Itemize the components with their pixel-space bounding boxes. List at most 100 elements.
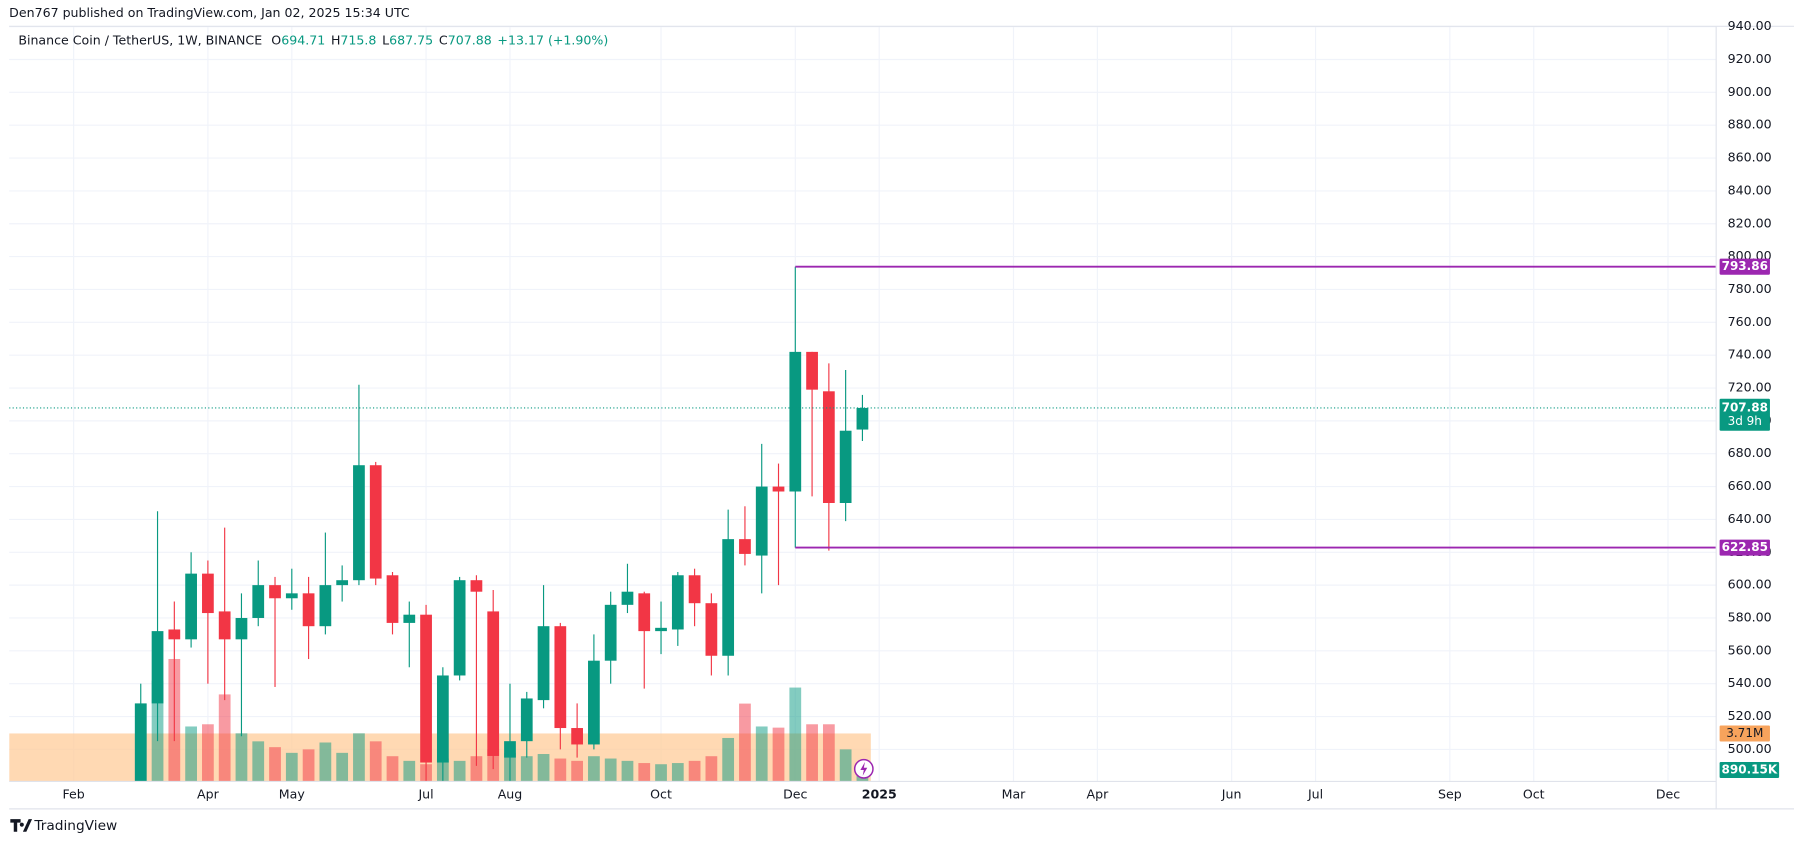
candle-body	[856, 407, 869, 430]
countdown-label: 3d 9h	[1728, 414, 1762, 428]
y-tick-label: 820.00	[1728, 215, 1772, 230]
x-tick-label: Oct	[650, 787, 672, 802]
candle-body	[420, 614, 432, 763]
candle-body	[319, 585, 332, 627]
volume-bar	[302, 749, 315, 782]
candle-body	[369, 465, 382, 579]
y-tick-label: 540.00	[1728, 675, 1772, 690]
candle-body	[151, 631, 164, 704]
volume-bar	[185, 726, 197, 782]
volume-bar	[588, 756, 600, 782]
candle-body	[520, 698, 533, 742]
candle-body	[168, 629, 181, 640]
x-tick-label: Jun	[1221, 787, 1242, 802]
volume-bar	[772, 727, 785, 782]
volume-bar	[621, 760, 634, 782]
candle-body	[453, 580, 466, 676]
y-tick-label: 740.00	[1728, 347, 1772, 362]
volume-bar	[520, 756, 533, 782]
candle-body	[504, 741, 516, 758]
candle-body	[202, 573, 214, 614]
y-tick-label: 860.00	[1728, 150, 1772, 165]
candle-body	[386, 575, 399, 623]
candle-body	[671, 575, 684, 630]
ohlc-value: 687.75	[389, 33, 433, 48]
volume-bar	[386, 756, 399, 782]
candle-body	[822, 391, 835, 503]
volume-bar	[537, 754, 550, 782]
x-tick-label: Dec	[783, 787, 807, 802]
plot-area	[9, 265, 1717, 782]
volume-bar	[403, 760, 416, 782]
candle-body	[302, 593, 315, 627]
volume-bar	[822, 724, 835, 782]
x-tick-label: Dec	[1656, 787, 1680, 802]
x-tick-label: Aug	[498, 787, 523, 802]
alert-icon-bolt[interactable]	[860, 761, 868, 776]
volume-label-box	[1719, 761, 1780, 778]
alert-icon[interactable]	[853, 758, 874, 779]
candle-body	[336, 580, 349, 586]
candle-body	[403, 614, 416, 623]
x-tick-label: Feb	[62, 787, 84, 802]
volume-bar	[755, 726, 768, 782]
level-label-box	[1719, 258, 1770, 275]
y-tick-label: 520.00	[1728, 708, 1772, 723]
volume-bar	[688, 760, 701, 782]
volume-bar	[269, 747, 281, 782]
volume-bar	[369, 741, 382, 782]
level-label: 622.85	[1722, 540, 1768, 554]
ohlc-key: L	[382, 33, 389, 48]
volume-bar	[218, 694, 231, 782]
volume-bar	[353, 733, 365, 782]
candle-body	[218, 611, 231, 640]
axes: 500.00520.00540.00560.00580.00600.00620.…	[62, 18, 1780, 802]
ohlc-value: 694.71	[281, 33, 325, 48]
volume-bar	[806, 724, 818, 782]
candle-body	[839, 430, 852, 503]
candle-body	[269, 585, 281, 599]
y-tick-label: 500.00	[1728, 741, 1772, 756]
symbol: Binance Coin / TetherUS, 1W, BINANCE	[18, 33, 262, 48]
y-tick-label: 720.00	[1728, 380, 1772, 395]
candle-body	[604, 604, 617, 661]
candle-body	[554, 626, 567, 729]
brand: TradingView	[10, 818, 117, 834]
change-value: +13.17 (+1.90%)	[497, 33, 608, 48]
candle-body	[688, 575, 701, 604]
volume-bar	[739, 703, 751, 782]
legend: Binance Coin / TetherUS, 1W, BINANCE O 69…	[18, 33, 608, 48]
candle-body	[285, 593, 298, 599]
y-tick-label: 560.00	[1728, 642, 1772, 657]
ohlc-value: 715.8	[340, 33, 376, 48]
candle-body	[353, 465, 365, 581]
volume-ma-label: 3.71M	[1726, 726, 1763, 740]
volume-bar	[453, 760, 466, 782]
volume-bar	[604, 758, 617, 782]
y-tick-label: 760.00	[1728, 314, 1772, 329]
y-tick-label: 840.00	[1728, 182, 1772, 197]
candle-body	[185, 573, 197, 640]
candle-body	[655, 627, 667, 632]
volume-label: 890.15K	[1722, 762, 1778, 776]
volume-bar	[638, 763, 651, 782]
y-tick-label: 780.00	[1728, 281, 1772, 296]
ohlc-value: 707.88	[448, 33, 492, 48]
y-tick-label: 600.00	[1728, 577, 1772, 592]
candle-body	[772, 486, 785, 492]
volume-bar	[554, 758, 567, 782]
y-tick-label: 640.00	[1728, 511, 1772, 526]
volume-bar	[571, 760, 583, 782]
y-tick-label: 680.00	[1728, 445, 1772, 460]
x-tick-label: Jul	[417, 787, 433, 802]
volume-bar	[671, 763, 684, 782]
volume-bar	[789, 687, 802, 782]
last-price-label: 707.88	[1722, 400, 1768, 414]
candle-body	[588, 660, 600, 745]
x-tick-label: Apr	[1087, 787, 1110, 802]
volume-bar	[285, 752, 298, 782]
x-tick-label: May	[279, 787, 306, 802]
candle-body	[571, 728, 583, 745]
brand-logo	[10, 819, 33, 832]
